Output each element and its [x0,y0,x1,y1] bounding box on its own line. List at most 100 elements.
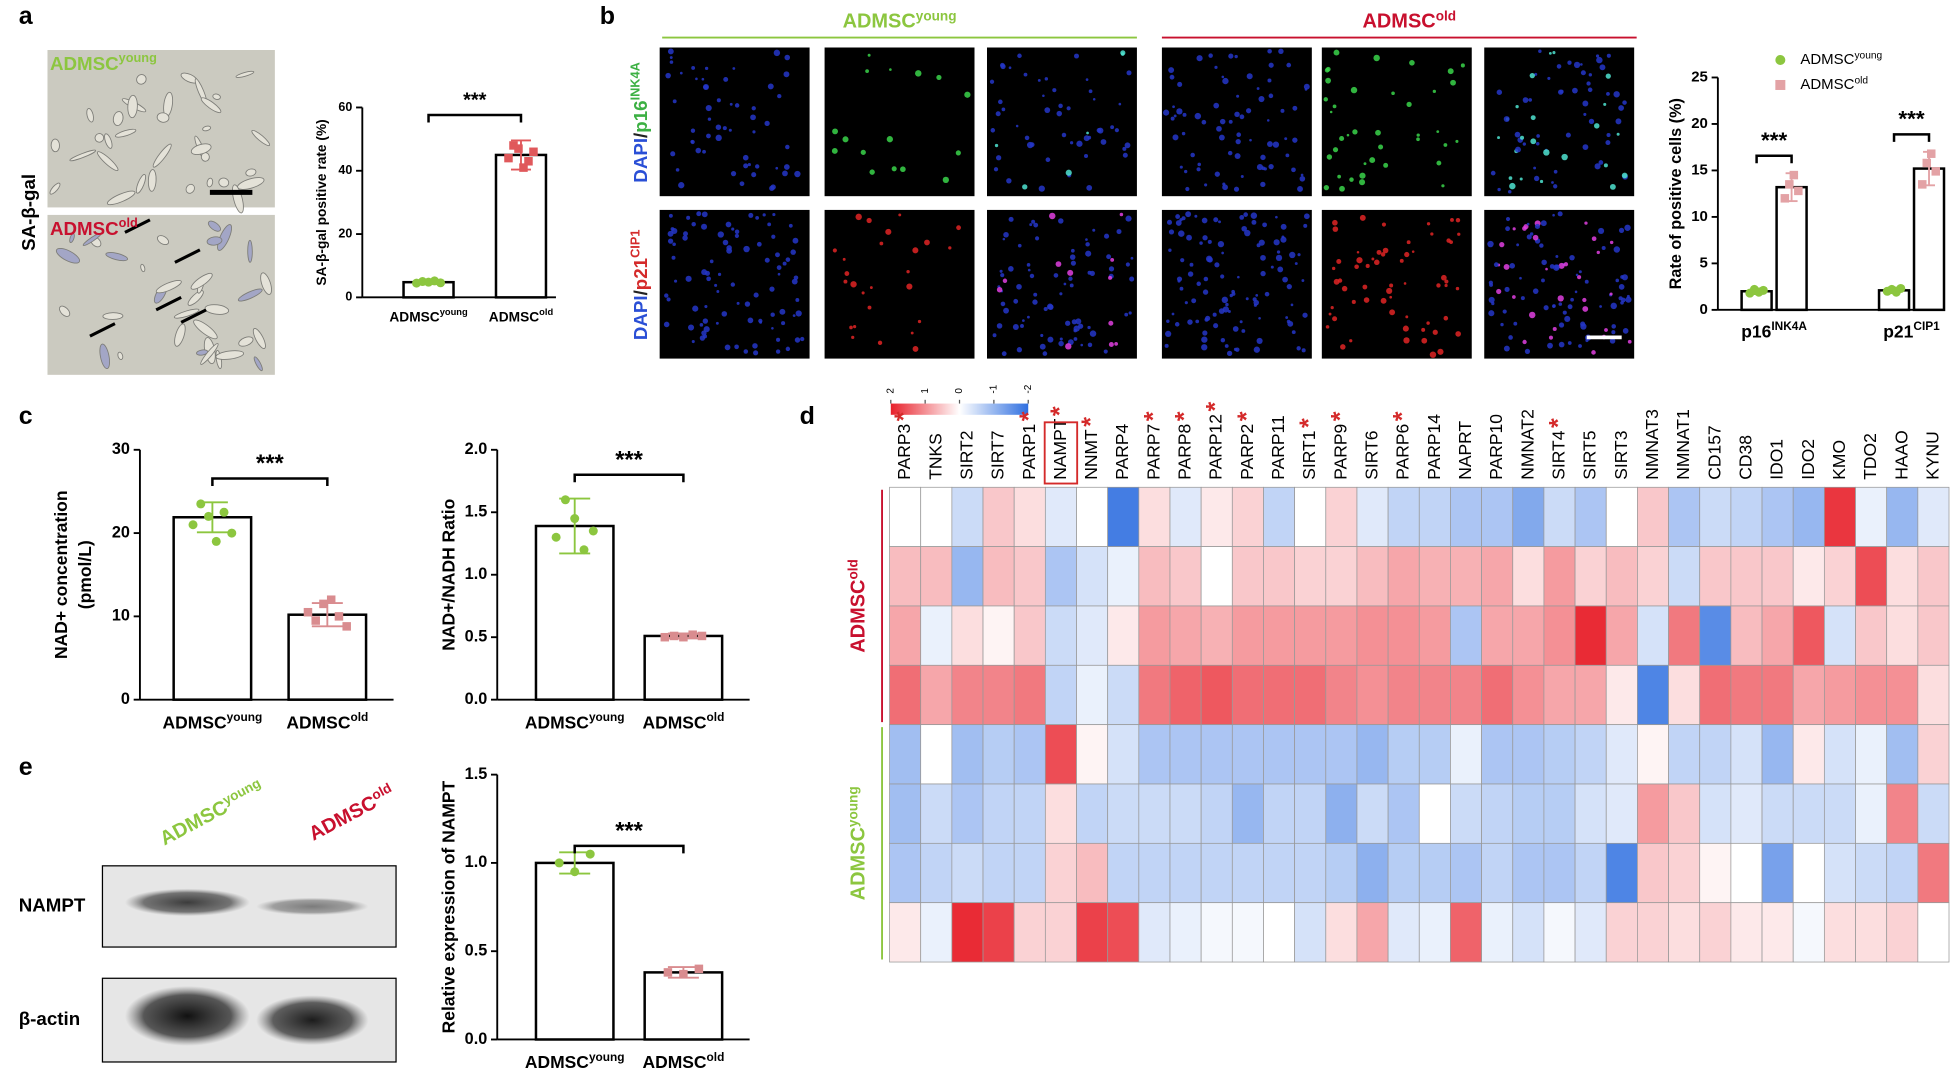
nucleus [1073,328,1078,333]
nucleus [1386,287,1393,295]
heatmap-cell [1730,605,1763,666]
significance-bracket [211,477,329,487]
nucleus [1074,53,1079,59]
nucleus [699,335,706,341]
heatmap-cell [1356,902,1389,963]
nucleus [1205,315,1211,321]
label-sup: young [916,8,957,23]
heatmap-cell [1013,724,1046,785]
nucleus [1027,268,1031,272]
nucleus [915,70,922,77]
heatmap-cell [1699,902,1732,963]
nucleus [1024,135,1030,141]
colorbar [890,403,1029,415]
heatmap-cell [1605,486,1638,547]
nucleus [1196,167,1201,172]
nucleus [753,292,759,298]
heatmap-cell [1481,605,1514,666]
nucleus [1285,316,1289,319]
label-base: ADMSC [1800,76,1854,93]
nucleus [1296,346,1301,351]
fluorescence-image [824,47,975,197]
x-tick-label: ADMSCold [642,710,724,732]
nucleus [1239,114,1245,120]
nucleus [1164,343,1169,348]
heatmap-cell [1169,902,1202,963]
legend-label: ADMSCold [1800,75,1868,93]
nucleus [1278,48,1284,55]
nucleus [1108,342,1114,348]
heatmap-cell [1107,783,1140,844]
heatmap-cell [1387,605,1420,666]
nucleus [779,308,786,315]
column-label: NNMT * [1077,417,1105,480]
column-name: NMNAT1 [1673,409,1693,480]
cell [135,174,147,194]
nucleus [1609,240,1614,245]
column-label: CD157 [1704,425,1724,479]
nucleus [690,139,695,145]
nucleus [743,245,750,253]
heatmap-cell [1450,546,1482,607]
column-name: SIRT7 [987,431,1007,480]
nucleus [1037,78,1041,82]
heatmap-cell [1637,724,1669,785]
nucleus [722,239,729,246]
heatmap-cell [1325,486,1358,547]
nucleus [1262,222,1267,228]
nucleus [1219,118,1226,125]
column-highlight [1043,421,1079,485]
label-base: ADMSC [848,580,870,653]
heatmap-cell [1387,902,1420,963]
column-label: PARP12 * [1201,402,1229,480]
nucleus [1006,178,1012,184]
nucleus [1598,227,1605,235]
heatmap-cell [1325,546,1358,607]
nucleus [679,71,683,75]
cell [202,125,212,132]
nucleus [1426,222,1431,226]
column-name: IDO1 [1766,439,1786,480]
heatmap-cell [1450,783,1482,844]
cell [174,323,186,347]
nucleus [1534,223,1541,230]
blot-label: β-actin [19,1008,80,1029]
nucleus [1488,296,1495,303]
nucleus [1203,276,1209,282]
heatmap-cell [1263,546,1296,607]
nucleus [906,283,913,290]
nucleus [1436,160,1442,166]
y-tick-label: 20 [338,226,352,240]
nucleus [1245,297,1249,301]
nucleus [1222,77,1229,85]
y-tick-label: 15 [1691,161,1708,178]
heatmap-cell [1855,902,1888,963]
significance-star: * [1139,411,1167,421]
heatmap-cell [1761,842,1794,904]
nucleus [1234,153,1241,160]
heatmap-cell [1886,724,1919,785]
heatmap-cell [1138,842,1171,904]
nucleus [1065,169,1072,176]
nucleus [1058,218,1064,224]
heatmap-cell [1543,783,1576,844]
nucleus [1538,49,1542,54]
y-tick-label: 0.5 [465,942,488,960]
y-axis-label: (pmol/L) [75,540,95,609]
nucleus [1026,315,1030,319]
nucleus [889,68,892,71]
cell [140,263,146,273]
nucleus [1441,184,1445,188]
cell [190,272,213,290]
nucleus [1187,319,1193,325]
cell [245,168,257,177]
nucleus [728,128,732,132]
nucleus [1047,336,1054,343]
nucleus [701,269,708,276]
nucleus [1604,328,1608,332]
bar [287,613,368,701]
significance-star: * [1170,411,1198,421]
column-name: PARP9 [1330,424,1350,480]
column-name: PARP6 [1392,424,1412,480]
data-point [1758,285,1768,295]
